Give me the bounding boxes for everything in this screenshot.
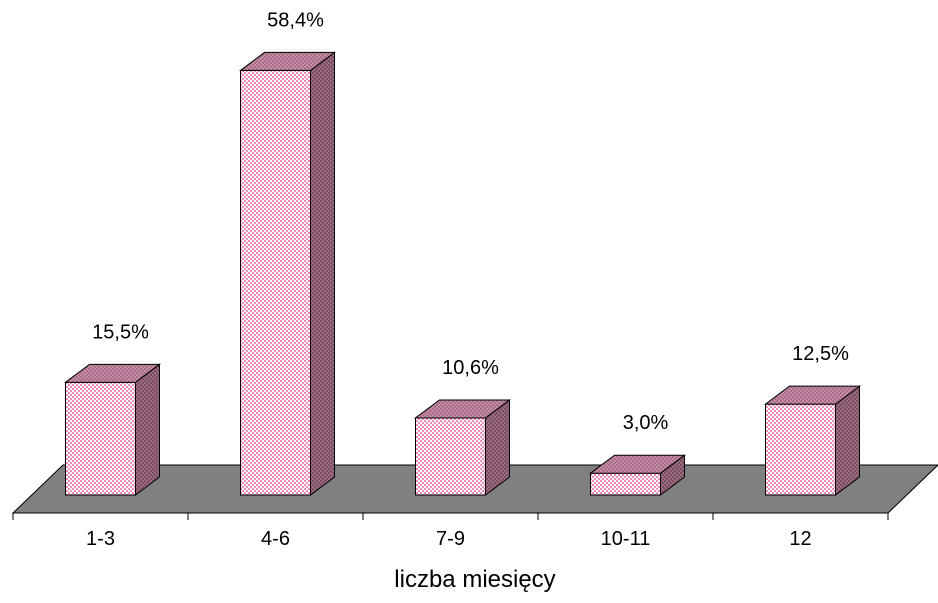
value-label: 15,5% <box>92 321 149 343</box>
value-label: 12,5% <box>792 343 849 365</box>
value-labels-group: 15,5% 58,4% 10,6% 3,0% 12,5% <box>92 9 849 434</box>
bar-side-face <box>310 51 335 496</box>
x-tick-labels-group: 1-3 4-6 7-9 10-11 12 <box>86 528 812 550</box>
bar-front-face <box>415 417 486 496</box>
value-label: 10,6% <box>442 357 499 379</box>
x-tick-label: 1-3 <box>86 528 115 550</box>
bar-4-6 <box>239 51 336 496</box>
bar-top-face <box>589 454 686 474</box>
bar-top-face <box>64 363 161 383</box>
bar-top-face <box>414 399 511 419</box>
bar-top-face <box>764 385 861 405</box>
x-tick-label: 12 <box>789 528 811 550</box>
x-tick-label: 7-9 <box>436 528 465 550</box>
value-label: 58,4% <box>267 9 324 31</box>
bar-front-face <box>240 69 311 496</box>
bar-12 <box>764 385 861 496</box>
bar-top-face <box>239 51 336 71</box>
bar-front-face <box>65 381 136 496</box>
x-tick-label: 4-6 <box>261 528 290 550</box>
bars-group <box>64 51 861 496</box>
bar-10-11 <box>589 454 686 496</box>
bar-front-face <box>765 403 836 496</box>
x-axis <box>12 512 889 520</box>
x-tick-label: 10-11 <box>601 528 651 550</box>
bar-front-face <box>590 472 661 496</box>
bar-side-face <box>835 385 860 496</box>
bar-7-9 <box>414 398 511 496</box>
x-axis-title: liczba miesięcy <box>394 566 555 593</box>
value-label: 3,0% <box>623 412 669 434</box>
bar-side-face <box>135 363 160 496</box>
bar-1-3 <box>64 363 161 496</box>
